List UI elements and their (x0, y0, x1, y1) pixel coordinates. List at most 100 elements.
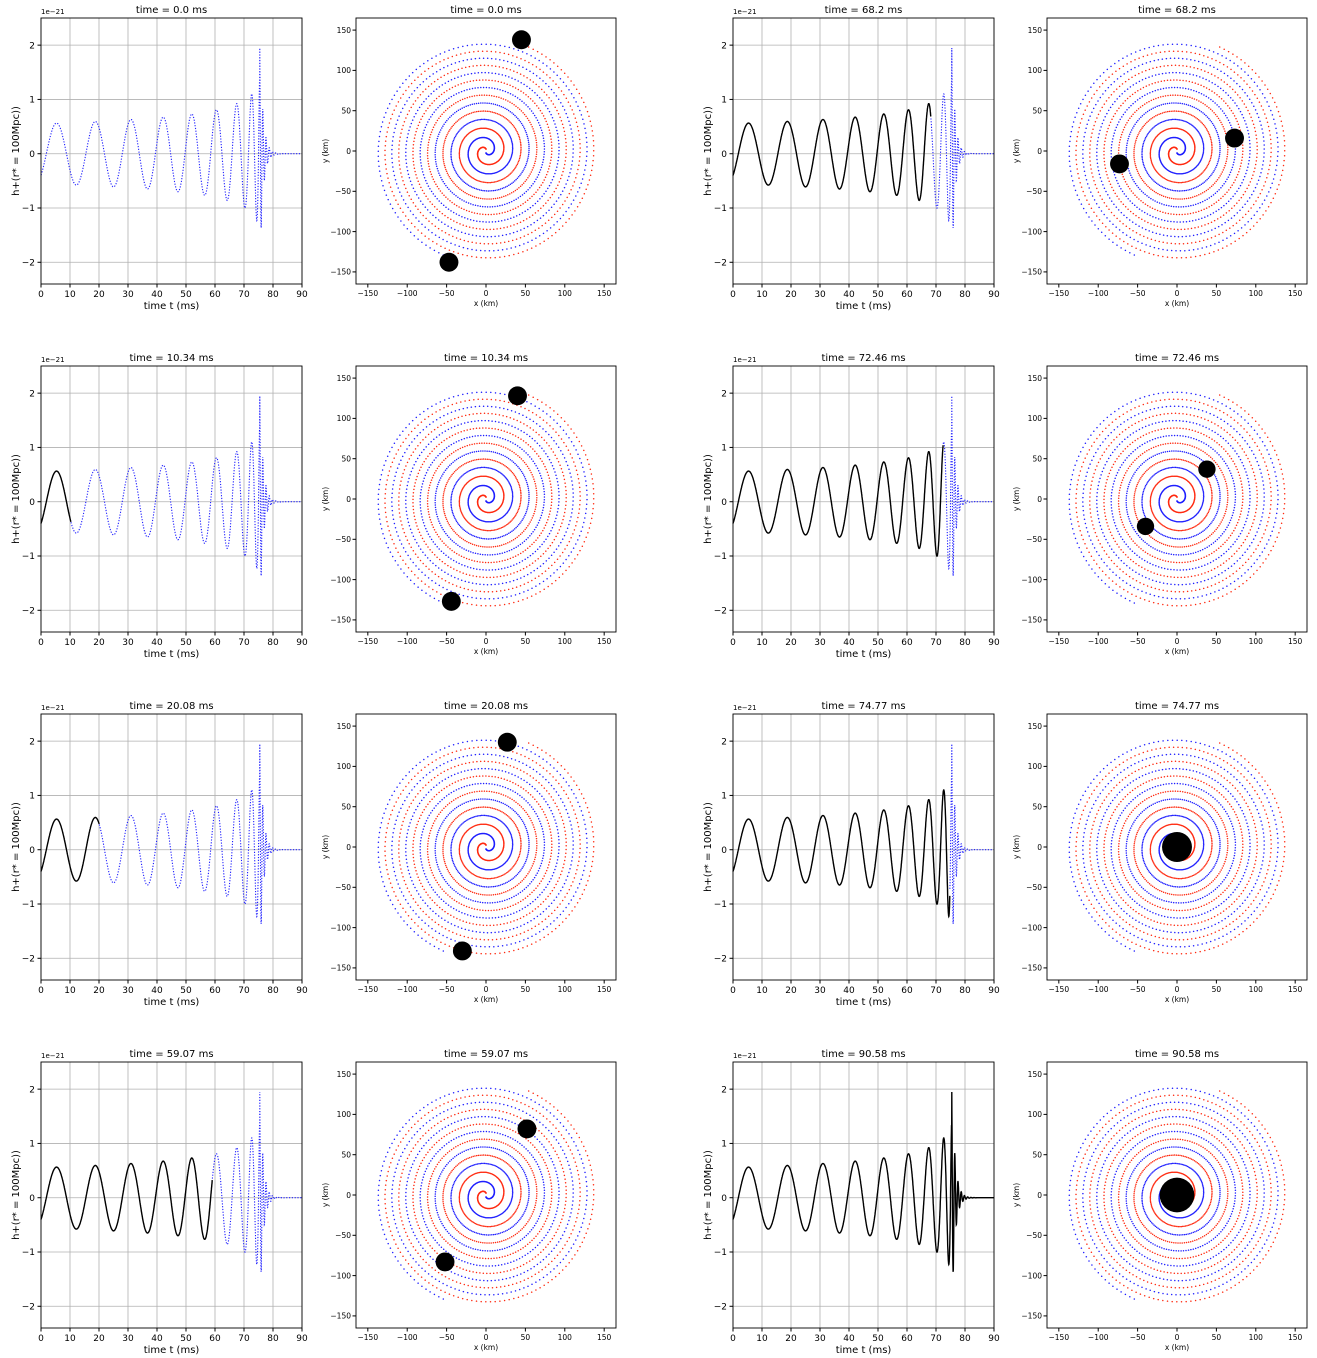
orbit-point (568, 207, 570, 209)
orbit-point (577, 105, 579, 107)
orbit-point (1209, 137, 1212, 139)
orbit-point (447, 480, 449, 482)
orbit-point (589, 120, 592, 122)
orbit-point (1176, 118, 1178, 121)
orbit-point (1221, 171, 1224, 173)
orbit-point (1147, 173, 1150, 176)
orbit-point (553, 561, 556, 564)
orbit-point (1190, 58, 1192, 61)
orbit-track-blue (377, 43, 588, 256)
orbit-point (442, 497, 444, 499)
orbit-point (1072, 121, 1075, 123)
orbit-point (577, 191, 579, 193)
orbit-point (489, 228, 491, 231)
orbit-point (444, 562, 446, 565)
orbit-point (478, 528, 481, 530)
orbit-point (401, 524, 403, 526)
orbit-point (431, 223, 433, 225)
orbit-point (516, 480, 519, 482)
orbit-point (468, 210, 470, 213)
orbit-point (585, 160, 588, 162)
orbit-point (1203, 181, 1206, 183)
orbit-point (505, 194, 507, 197)
orbit-point (1268, 168, 1270, 171)
orbit-point (513, 253, 515, 256)
orbit-point (520, 145, 522, 147)
orbit-point (1112, 223, 1114, 225)
orbit-point (1098, 206, 1100, 209)
orbit-point (436, 185, 439, 188)
orbit-point (435, 88, 438, 90)
orbit-point (1211, 145, 1213, 147)
orbit-point (1272, 178, 1275, 180)
orbit-point (1167, 64, 1169, 67)
orbit-point (557, 159, 559, 162)
orbit-point (1200, 135, 1202, 138)
y-axis-label: y (km) (1012, 139, 1021, 163)
orbit-point (501, 526, 504, 528)
orbit-point (438, 252, 440, 254)
orbit-point (468, 522, 470, 524)
orbit-point (1154, 181, 1157, 183)
orbit-point (523, 583, 526, 585)
orbit-point (438, 133, 440, 135)
orbit-point (530, 110, 533, 112)
orbit-point (1233, 161, 1235, 164)
orbit-point (445, 99, 448, 101)
orbit-point (502, 446, 505, 448)
orbit-point (1187, 189, 1189, 191)
orbit-point (514, 514, 517, 516)
orbit-point (521, 171, 523, 174)
orbit-point (500, 97, 502, 99)
orbit-point (427, 546, 429, 548)
orbit-point (420, 421, 423, 423)
orbit-point (511, 146, 514, 149)
orbit-point (483, 235, 485, 238)
orbit-point (423, 129, 425, 131)
orbit-point (470, 58, 473, 60)
orbit-point (406, 539, 409, 541)
orbit-point (1146, 134, 1149, 136)
orbit-point (517, 508, 520, 511)
orbit-point (425, 195, 427, 197)
orbit-point (1259, 120, 1261, 122)
orbit-point (550, 144, 553, 146)
orbit-point (1162, 255, 1164, 258)
orbit-point (522, 92, 525, 94)
waveform-dotted-line (70, 395, 302, 576)
orbit-point (504, 45, 506, 48)
orbit-point (494, 545, 497, 548)
orbit-point (447, 564, 449, 567)
orbit-point (540, 532, 542, 534)
orbit-point (439, 174, 441, 177)
orbit-point (1075, 149, 1077, 152)
orbit-point (1126, 140, 1129, 142)
orbit-point (499, 527, 501, 530)
orbit-point (437, 575, 440, 578)
orbit-point (487, 412, 489, 415)
orbit-point (1257, 196, 1259, 199)
orbit-point (558, 149, 560, 152)
orbit-point (486, 458, 489, 460)
orbit-point (514, 189, 517, 192)
orbit-point (434, 573, 437, 576)
orbit-point (519, 174, 521, 177)
orbit-point (1106, 217, 1108, 219)
orbit-point (523, 461, 526, 464)
orbit-point (462, 515, 464, 517)
orbit-point (424, 235, 426, 237)
orbit-point (1118, 146, 1120, 149)
orbit-point (530, 471, 532, 474)
orbit-point (520, 496, 522, 498)
orbit-point (445, 135, 448, 138)
orbit-point (454, 69, 456, 72)
orbit-point (1134, 66, 1136, 69)
orbit-point (1082, 148, 1084, 151)
orbit-point (1142, 125, 1144, 128)
orbit-point (478, 79, 481, 81)
orbit-point (1207, 130, 1209, 133)
orbit-point (558, 153, 560, 155)
orbit-point (493, 95, 495, 97)
orbit-point (1082, 157, 1084, 160)
orbit-point (1156, 114, 1159, 116)
